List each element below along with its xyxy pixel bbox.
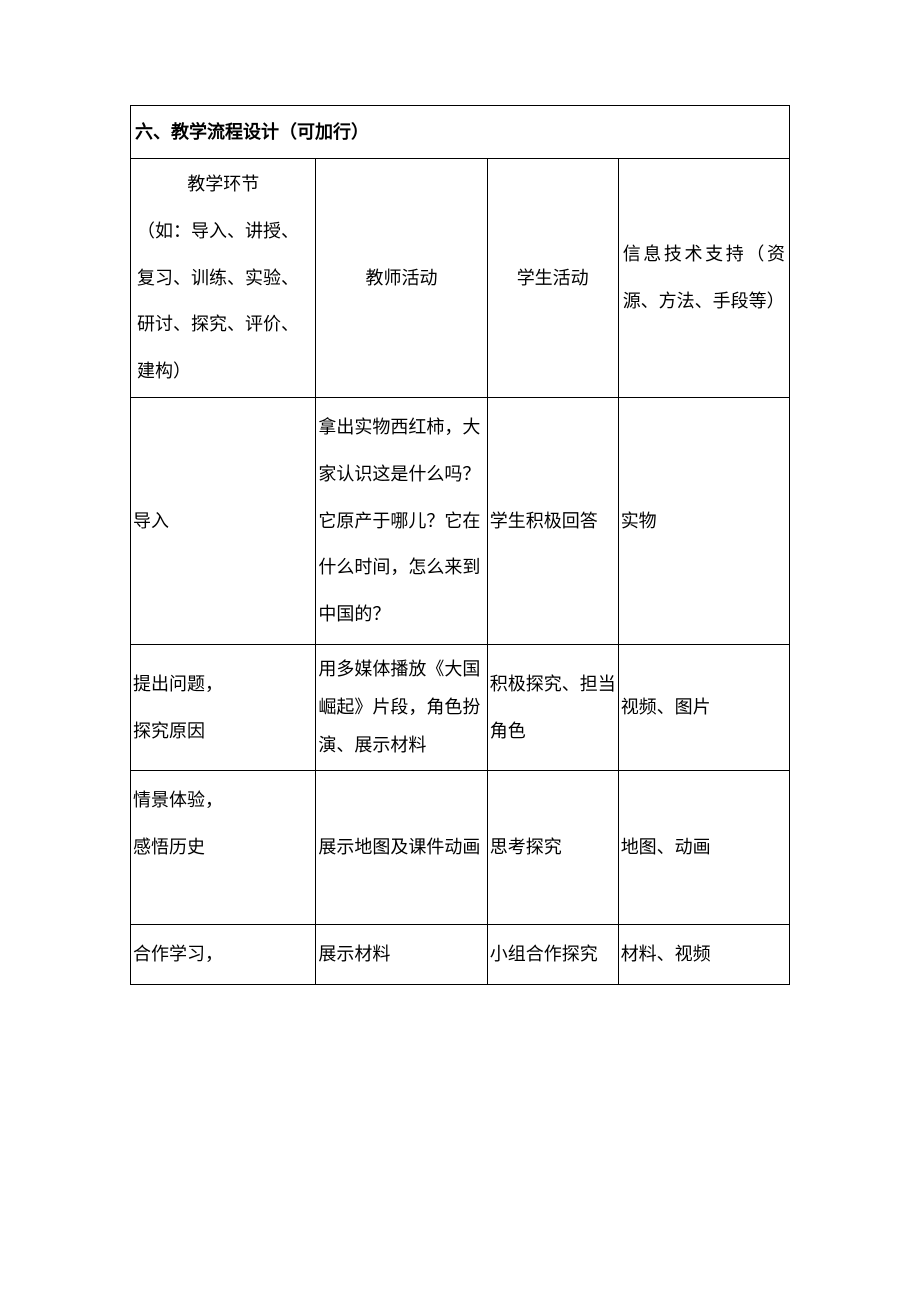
teaching-process-table: 六、教学流程设计（可加行） 教学环节 （如：导入、讲授、复习、训练、实验、研讨、… xyxy=(130,105,790,985)
cell-teacher: 用多媒体播放《大国崛起》片段，角色扮演、展示材料 xyxy=(316,644,487,770)
table-row: 导入 拿出实物西红柿，大家认识这是什么吗？它原产于哪儿？它在什么时间，怎么来到中… xyxy=(131,397,790,644)
cell-tech: 视频、图片 xyxy=(618,644,789,770)
section-title: 六、教学流程设计（可加行） xyxy=(131,106,790,159)
cell-student: 积极探究、担当角色 xyxy=(487,644,618,770)
cell-student: 学生积极回答 xyxy=(487,397,618,644)
header-teaching-stage: 教学环节 （如：导入、讲授、复习、训练、实验、研讨、探究、评价、建构） xyxy=(131,159,316,398)
cell-student: 小组合作探究 xyxy=(487,924,618,984)
cell-teacher: 展示地图及课件动画 xyxy=(316,771,487,924)
cell-teacher: 展示材料 xyxy=(316,924,487,984)
stage-line2: 感悟历史 xyxy=(133,824,313,871)
header-stage-line1: 教学环节 xyxy=(135,161,311,208)
table-header-row: 教学环节 （如：导入、讲授、复习、训练、实验、研讨、探究、评价、建构） 教师活动… xyxy=(131,159,790,398)
stage-line2: 探究原因 xyxy=(133,708,313,755)
header-teacher-activity: 教师活动 xyxy=(316,159,487,398)
table-row: 提出问题， 探究原因 用多媒体播放《大国崛起》片段，角色扮演、展示材料 积极探究… xyxy=(131,644,790,770)
cell-stage: 情景体验， 感悟历史 xyxy=(131,771,316,924)
document-page: 六、教学流程设计（可加行） 教学环节 （如：导入、讲授、复习、训练、实验、研讨、… xyxy=(0,0,920,1045)
cell-tech: 材料、视频 xyxy=(618,924,789,984)
cell-stage: 提出问题， 探究原因 xyxy=(131,644,316,770)
cell-stage: 导入 xyxy=(131,397,316,644)
header-student-activity: 学生活动 xyxy=(487,159,618,398)
cell-teacher: 拿出实物西红柿，大家认识这是什么吗？它原产于哪儿？它在什么时间，怎么来到中国的？ xyxy=(316,397,487,644)
cell-stage: 合作学习， xyxy=(131,924,316,984)
stage-blank xyxy=(133,871,313,918)
stage-line1: 提出问题， xyxy=(133,661,313,708)
header-stage-line2: （如：导入、讲授、复习、训练、实验、研讨、探究、评价、建构） xyxy=(135,208,311,395)
header-tech-support: 信息技术支持（资源、方法、手段等） xyxy=(618,159,789,398)
table-row: 情景体验， 感悟历史 展示地图及课件动画 思考探究 地图、动画 xyxy=(131,771,790,924)
cell-student: 思考探究 xyxy=(487,771,618,924)
table-row: 合作学习， 展示材料 小组合作探究 材料、视频 xyxy=(131,924,790,984)
section-title-row: 六、教学流程设计（可加行） xyxy=(131,106,790,159)
cell-tech: 地图、动画 xyxy=(618,771,789,924)
stage-line1: 情景体验， xyxy=(133,777,313,824)
cell-tech: 实物 xyxy=(618,397,789,644)
